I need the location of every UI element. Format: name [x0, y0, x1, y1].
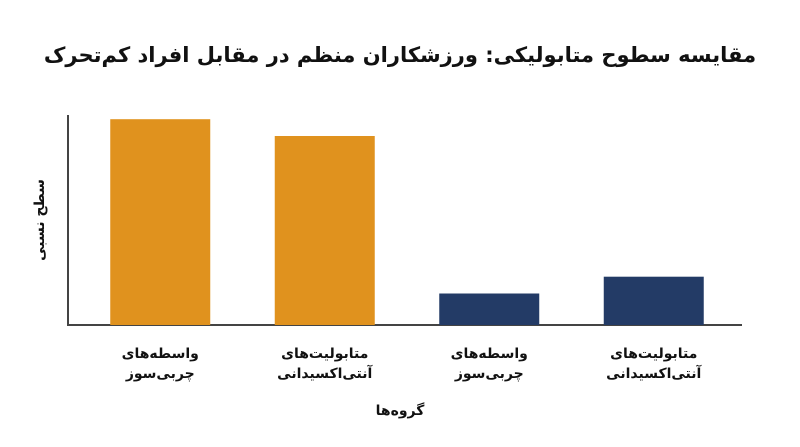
bar — [439, 293, 540, 325]
y-axis-label: سطح نسبی — [32, 179, 48, 261]
chart-title: مقایسه سطوح متابولیکی: ورزشکاران منظم در… — [44, 43, 756, 67]
x-tick-label: متابولیت‌های آنتی‌اکسیدانی — [277, 346, 373, 382]
bar — [274, 136, 375, 325]
x-tick-label: واسطه‌های چربی‌سوز — [451, 346, 528, 382]
bar — [603, 276, 704, 325]
x-tick-label: واسطه‌های چربی‌سوز — [122, 346, 199, 382]
x-tick-label: متابولیت‌های آنتی‌اکسیدانی — [606, 346, 702, 382]
bar — [110, 119, 211, 325]
x-axis-label: گروه‌ها — [376, 402, 426, 419]
